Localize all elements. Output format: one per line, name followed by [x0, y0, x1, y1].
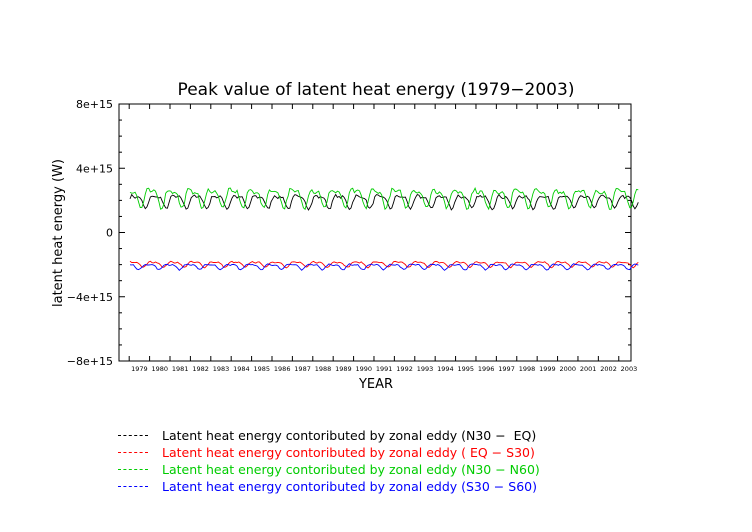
x-tick-label: 1994	[437, 365, 454, 373]
x-tick-label: 1990	[356, 365, 373, 373]
x-tick-label: 1984	[233, 365, 250, 373]
x-tick-label: 1993	[417, 365, 434, 373]
series-line-3	[129, 187, 639, 211]
x-tick-label: 1988	[315, 365, 332, 373]
x-tick-label: 1999	[539, 365, 556, 373]
x-axis-label: YEAR	[358, 377, 393, 392]
x-tick-label: 2002	[600, 365, 617, 373]
legend-swatch-3	[118, 469, 148, 470]
legend-label-1: Latent heat energy contoributed by zonal…	[162, 428, 537, 443]
series-line-2	[129, 260, 639, 269]
legend-swatch-2	[118, 452, 148, 453]
series-layer	[129, 187, 639, 271]
x-tick-label: 2001	[580, 365, 597, 373]
legend-swatch-4	[118, 486, 148, 487]
x-tick-label: 1985	[254, 365, 271, 373]
x-tick-label: 1982	[192, 365, 209, 373]
legend: Latent heat energy contoributed by zonal…	[118, 427, 678, 495]
x-tick-label: 2003	[621, 365, 638, 373]
chart-title: Peak value of latent heat energy (1979−2…	[178, 80, 575, 100]
x-tick-label: 1996	[478, 365, 495, 373]
series-line-4	[129, 263, 639, 271]
x-tick-label: 1997	[498, 365, 515, 373]
legend-item-3: Latent heat energy contoributed by zonal…	[118, 461, 678, 478]
legend-label-4: Latent heat energy contoributed by zonal…	[162, 479, 537, 494]
legend-label-2: Latent heat energy contoributed by zonal…	[162, 445, 535, 460]
x-tick-label: 1979	[131, 365, 148, 373]
y-tick-label: 4e+15	[76, 162, 113, 175]
x-tick-label: 1980	[152, 365, 169, 373]
x-tick-label: 1991	[376, 365, 393, 373]
legend-swatch-1	[118, 435, 148, 436]
y-tick-label: −8e+15	[67, 355, 113, 368]
y-tick-label: 0	[106, 227, 113, 240]
y-axis-label: latent heat energy (W)	[51, 159, 66, 307]
x-tick-label: 1981	[172, 365, 189, 373]
legend-item-2: Latent heat energy contoributed by zonal…	[118, 444, 678, 461]
legend-item-4: Latent heat energy contoributed by zonal…	[118, 478, 678, 495]
plot-frame	[118, 103, 632, 362]
x-tick-label: 1989	[335, 365, 352, 373]
x-tick-label: 1992	[396, 365, 413, 373]
y-tick-label: 8e+15	[76, 98, 113, 111]
legend-label-3: Latent heat energy contoributed by zonal…	[162, 462, 540, 477]
x-tick-label: 1986	[274, 365, 291, 373]
x-tick-label: 1998	[519, 365, 536, 373]
x-tick-label: 1983	[213, 365, 230, 373]
y-tick-label: −4e+15	[67, 291, 113, 304]
legend-item-1: Latent heat energy contoributed by zonal…	[118, 427, 678, 444]
x-tick-label: 1987	[294, 365, 311, 373]
x-tick-label: 2000	[559, 365, 576, 373]
series-line-1	[129, 193, 639, 211]
axes: −8e+15 −4e+15 0 4e+15 8e+15 1979 1980 1981 1982 1…	[67, 98, 637, 373]
x-tick-label: 1995	[457, 365, 474, 373]
